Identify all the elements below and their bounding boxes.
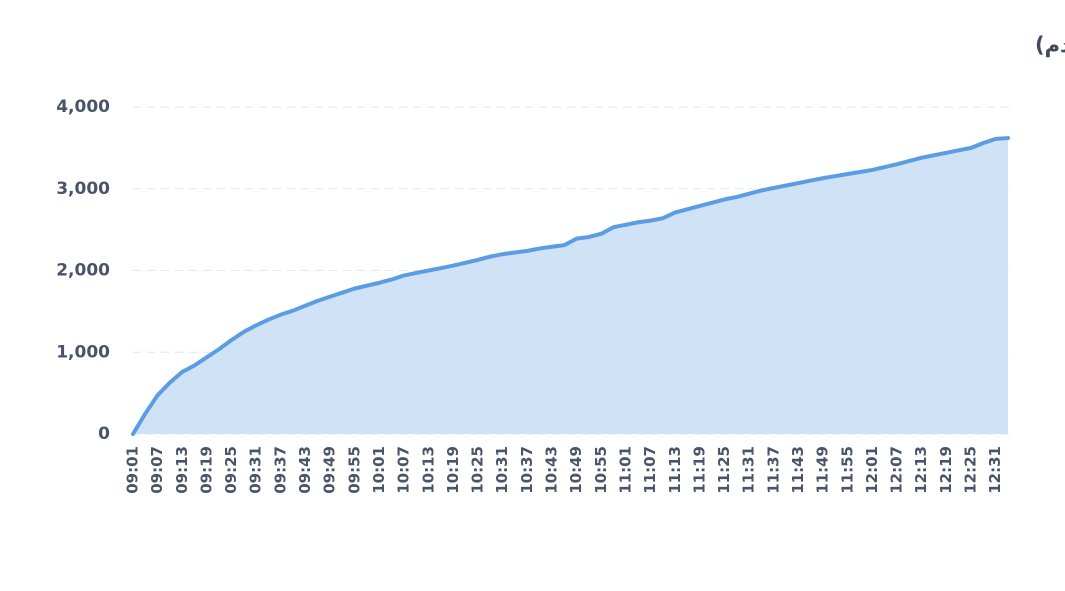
x-tick-label: 12:19 [937,446,955,494]
x-tick-label: 10:01 [370,446,388,494]
x-tick-label: 10:43 [543,446,561,494]
x-tick-label: 10:31 [493,446,511,494]
y-tick-label: 4,000 [56,97,110,117]
x-tick-label: 10:37 [518,446,536,494]
x-tick-label: 10:49 [567,446,585,494]
x-tick-label: 09:37 [271,446,289,494]
x-tick-label: 12:07 [888,446,906,494]
y-tick-label: 0 [98,424,110,444]
x-tick-label: 10:25 [469,446,487,494]
chart-title: روند ارزش معاملات خرد (سهام و حق تقدم) [1035,33,1065,57]
x-tick-label: 09:25 [222,446,240,494]
y-tick-label: 1,000 [56,342,110,362]
x-tick-label: 09:19 [197,446,215,494]
line [131,136,1010,436]
x-tick-label: 11:31 [740,446,758,494]
x-tick-label: 11:55 [838,446,856,494]
x-tick-label: 12:25 [962,446,980,494]
x-tick-label: 11:01 [616,446,634,494]
x-tick-label: 11:43 [789,446,807,494]
area-fill [133,138,1008,434]
x-tick-label: 12:01 [863,446,881,494]
x-tick-label: 10:13 [419,446,437,494]
x-tick-label: 09:01 [124,446,142,494]
x-tick-label: 11:19 [690,446,708,494]
x-tick-label: 10:07 [395,446,413,494]
x-tick-label: 09:55 [345,446,363,494]
x-tick-label: 09:13 [173,446,191,494]
x-tick-label: 09:07 [148,446,166,494]
x-tick-label: 10:55 [592,446,610,494]
x-tick-label: 11:07 [641,446,659,494]
x-tick-label: 12:31 [986,446,1004,494]
x-tick-label: 09:49 [321,446,339,494]
y-tick-label: 3,000 [56,179,110,199]
x-tick-label: 11:49 [814,446,832,494]
x-tick-label: 10:19 [444,446,462,494]
x-tick-label: 11:13 [666,446,684,494]
x-tick-label: 09:31 [247,446,265,494]
x-tick-label: 11:25 [715,446,733,494]
x-tick-label: 09:43 [296,446,314,494]
x-tick-label: 12:13 [912,446,930,494]
x-tick-label: 11:37 [764,446,782,494]
y-tick-label: 2,000 [56,261,110,281]
